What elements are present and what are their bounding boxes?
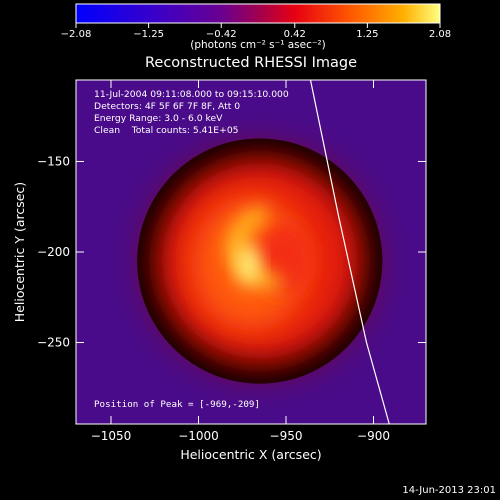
y-axis-label: Heliocentric Y (arcsec) <box>12 182 27 322</box>
colorbar-tick-label: 2.08 <box>429 29 451 40</box>
y-tick-label: −250 <box>37 336 70 350</box>
annotation-clean-counts: Clean Total counts: 5.41E+05 <box>94 125 239 136</box>
x-tick-label: −1000 <box>178 429 219 443</box>
x-axis-label: Heliocentric X (arcsec) <box>180 447 321 462</box>
y-tick-label: −200 <box>37 245 70 259</box>
annotation-energy-range: Energy Range: 3.0 - 6.0 keV <box>94 113 223 124</box>
emission-map <box>137 138 383 384</box>
colorbar-ticks: −2.08 −1.25 −0.42 0.42 1.25 2.08 <box>61 23 451 40</box>
annotation-time-range: 11-Jul-2004 09:11:08.000 to 09:15:10.000 <box>94 89 289 100</box>
colorbar-units-label: (photons cm⁻² s⁻¹ asec⁻²) <box>190 39 325 51</box>
footer-timestamp: 14-Jun-2013 23:01 <box>402 485 496 496</box>
colorbar-tick-label: −1.25 <box>133 29 164 40</box>
solar-limb-line <box>309 80 390 424</box>
y-tick-label: −150 <box>37 154 70 168</box>
axis-ticks: −1050 −1000 −950 −900 −150 −200 −250 <box>37 80 426 443</box>
chart-title: Reconstructed RHESSI Image <box>145 55 357 71</box>
x-tick-label: −1050 <box>91 429 132 443</box>
peak-position-label: Position of Peak = [-969,-209] <box>94 399 260 410</box>
image-plot <box>76 80 426 424</box>
colorbar-tick-label: 1.25 <box>356 29 378 40</box>
info-annotations: 11-Jul-2004 09:11:08.000 to 09:15:10.000… <box>94 89 289 136</box>
colorbar <box>75 3 441 24</box>
colorbar-tick-label: −2.08 <box>61 29 92 40</box>
x-tick-label: −900 <box>357 429 390 443</box>
colorbar-tick-label: −0.42 <box>206 29 237 40</box>
x-tick-label: −950 <box>270 429 303 443</box>
annotation-detectors: Detectors: 4F 5F 6F 7F 8F, Att 0 <box>94 101 240 112</box>
source-peak <box>237 244 260 285</box>
colorbar-tick-label: 0.42 <box>284 29 306 40</box>
